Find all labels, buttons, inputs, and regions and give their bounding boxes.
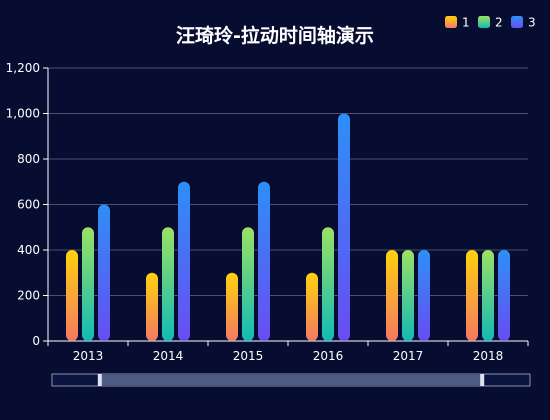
- x-tick-label: 2017: [393, 349, 424, 363]
- datazoom-handle-end[interactable]: [480, 374, 485, 386]
- x-tick-label: 2013: [73, 349, 104, 363]
- x-tick-label: 2015: [233, 349, 264, 363]
- x-tick-label: 2014: [153, 349, 184, 363]
- bar-series-3-2013[interactable]: [98, 204, 110, 342]
- bar-series-2-2014[interactable]: [162, 227, 174, 341]
- y-tick-label: 0: [32, 334, 40, 348]
- y-tick-label: 600: [17, 198, 40, 212]
- legend-label: 2: [495, 16, 503, 30]
- datazoom-slider[interactable]: [51, 373, 531, 387]
- legend-label: 3: [528, 16, 536, 30]
- legend-swatch: [445, 16, 457, 28]
- legend-swatch: [511, 16, 523, 28]
- bar-series-2-2015[interactable]: [242, 227, 254, 341]
- bar-series-1-2013[interactable]: [66, 250, 78, 341]
- x-tick-label: 2018: [473, 349, 504, 363]
- bar-series-2-2013[interactable]: [82, 227, 94, 341]
- chart-title: 汪琦玲-拉动时间轴演示: [176, 24, 374, 47]
- bar-series-3-2014[interactable]: [178, 181, 190, 341]
- legend[interactable]: 1 2 3: [445, 16, 536, 30]
- bar-series-1-2017[interactable]: [386, 250, 398, 341]
- bar-series-2-2018[interactable]: [482, 250, 494, 341]
- bar-series-1-2018[interactable]: [466, 250, 478, 341]
- y-tick-label: 1,000: [6, 107, 40, 121]
- bar-series-3-2016[interactable]: [338, 113, 350, 342]
- x-tick-label: 2016: [313, 349, 344, 363]
- legend-item-3[interactable]: 3: [511, 16, 536, 30]
- bar-series-1-2015[interactable]: [226, 272, 238, 341]
- x-axis: 2013 2014 2015 2016 2017 2018: [47, 340, 529, 363]
- bar-series-3-2015[interactable]: [258, 181, 270, 341]
- bar-series-2-2016[interactable]: [322, 227, 334, 341]
- legend-item-2[interactable]: 2: [478, 16, 503, 30]
- bar-series-3-2017[interactable]: [418, 250, 430, 341]
- y-tick-label: 200: [17, 289, 40, 303]
- y-tick-label: 400: [17, 243, 40, 257]
- bar-series-1-2014[interactable]: [146, 272, 158, 341]
- bar-series-group: [66, 113, 510, 342]
- datazoom-handle-start[interactable]: [97, 374, 102, 386]
- y-tick-label: 1,200: [6, 61, 40, 75]
- y-tick-label: 800: [17, 152, 40, 166]
- legend-item-1[interactable]: 1: [445, 16, 470, 30]
- bar-series-2-2017[interactable]: [402, 250, 414, 341]
- bar-series-3-2018[interactable]: [498, 250, 510, 341]
- gridlines: [48, 67, 528, 296]
- bar-series-1-2016[interactable]: [306, 272, 318, 341]
- datazoom-window[interactable]: [99, 375, 483, 385]
- legend-swatch: [478, 16, 490, 28]
- y-axis: 0 200 400 600 800 1,000 1,200: [6, 61, 49, 348]
- legend-label: 1: [462, 16, 470, 30]
